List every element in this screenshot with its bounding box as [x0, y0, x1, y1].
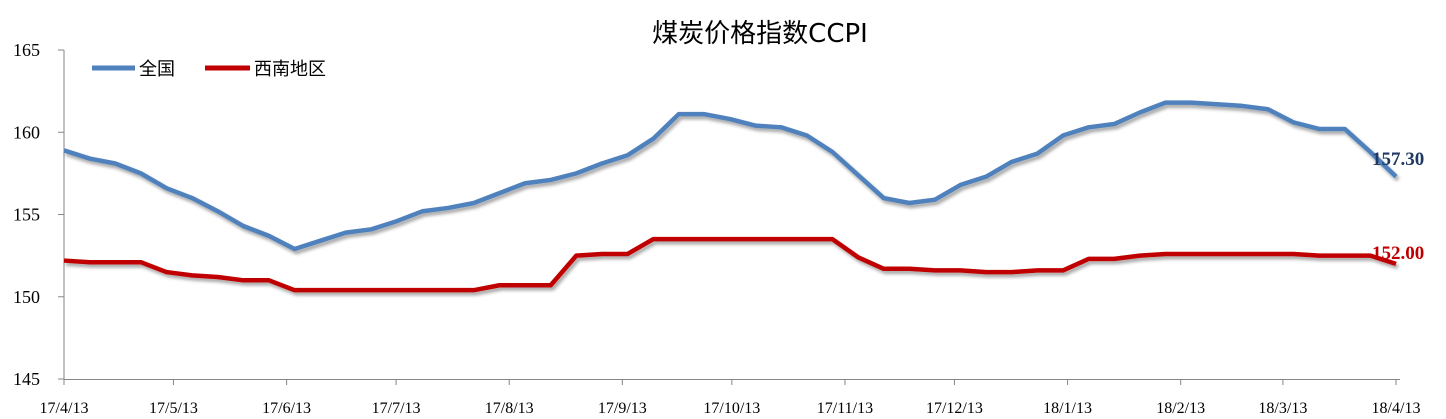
- x-tick-label: 18/1/13: [1043, 400, 1092, 417]
- x-tick-label: 17/4/13: [40, 400, 89, 417]
- x-tick-label: 17/5/13: [149, 400, 198, 417]
- series-line-southwest: [63, 236, 1397, 293]
- end-label-southwest: 152.00: [1372, 243, 1424, 264]
- y-tick-label: 165: [13, 40, 40, 60]
- x-tick-label: 17/6/13: [262, 400, 311, 417]
- legend: 全国 西南地区: [92, 59, 326, 80]
- legend-label-southwest: 西南地区: [254, 59, 326, 80]
- x-tick-label: 17/10/13: [703, 400, 760, 417]
- end-label-national: 157.30: [1372, 149, 1424, 170]
- series-line-national: [63, 100, 1398, 252]
- x-tick-label: 18/3/13: [1258, 400, 1307, 417]
- y-tick-label: 150: [13, 287, 40, 307]
- x-tick-label: 18/4/13: [1372, 400, 1421, 417]
- x-tick-label: 17/12/13: [926, 400, 983, 417]
- legend-label-national: 全国: [139, 59, 175, 80]
- y-tick-label: 145: [13, 369, 40, 389]
- x-tick-label: 17/8/13: [485, 400, 534, 417]
- x-tick-label: 17/9/13: [598, 400, 647, 417]
- chart-title: 煤炭价格指数CCPI: [652, 19, 868, 49]
- x-tick-label: 17/7/13: [372, 400, 421, 417]
- x-tick-label: 18/2/13: [1156, 400, 1205, 417]
- y-tick-label: 155: [13, 205, 40, 225]
- y-tick-label: 160: [13, 122, 40, 142]
- x-tick-label: 17/11/13: [817, 400, 873, 417]
